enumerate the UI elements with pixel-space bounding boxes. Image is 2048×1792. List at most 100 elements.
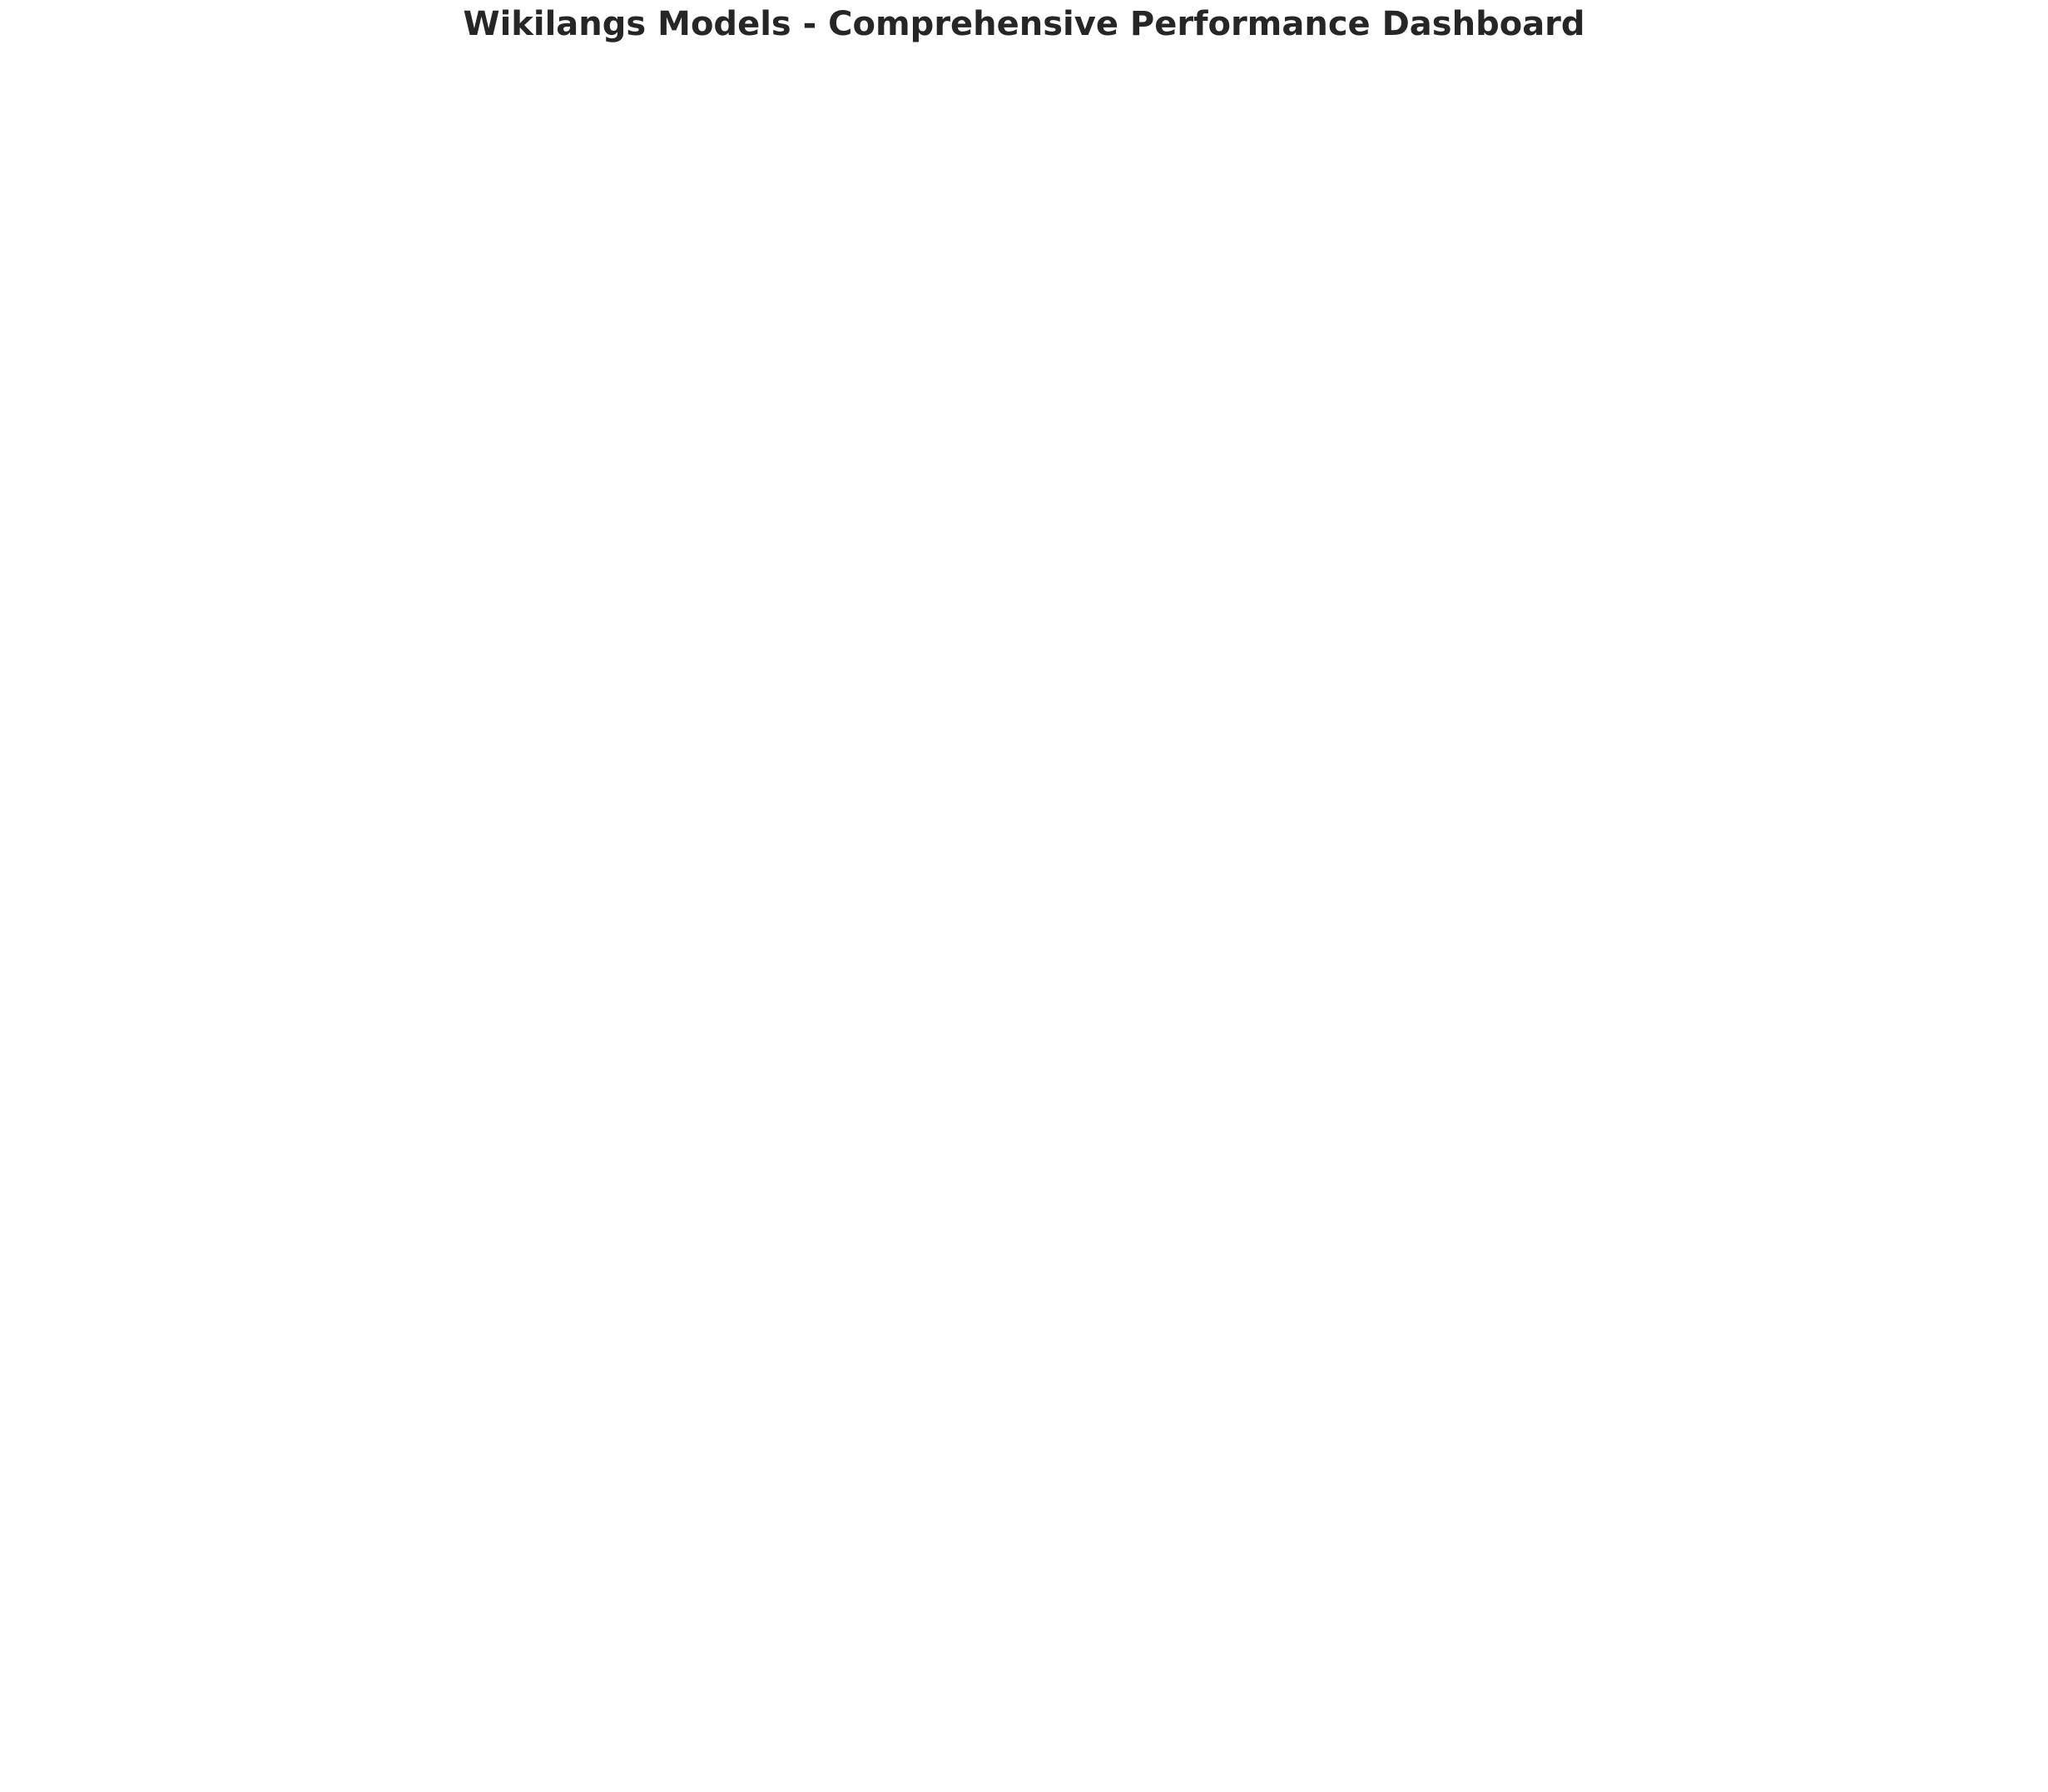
- data-point: [1780, 890, 1789, 899]
- data-point: [1373, 827, 1382, 836]
- data-point: [1924, 911, 1933, 920]
- data-point: [1669, 872, 1678, 881]
- data-point: [1915, 909, 1924, 918]
- data-point: [1677, 874, 1686, 883]
- data-point: [1763, 888, 1773, 897]
- data-point: [1660, 871, 1669, 881]
- data-point: [1887, 906, 1897, 915]
- data-point: [1860, 902, 1869, 911]
- data-point: [1760, 887, 1769, 896]
- data-point: [1475, 837, 1484, 846]
- data-point: [1763, 887, 1772, 896]
- y-tick-label: 0.6: [1446, 290, 1471, 309]
- data-point: [1913, 909, 1922, 918]
- y-tick-label: des: [39, 1222, 67, 1240]
- data-point: [1674, 873, 1683, 882]
- x-tick-label: mono_128d: [1767, 1773, 1860, 1791]
- data-point: [1850, 900, 1859, 909]
- data-point: [1895, 907, 1904, 916]
- data-point: [1870, 904, 1879, 913]
- fit-line: [163, 638, 1931, 919]
- data-point: [1678, 874, 1687, 883]
- data-point: [1824, 896, 1833, 905]
- square-marker: [1661, 344, 1674, 356]
- y-tick-label: 6.5: [42, 757, 67, 776]
- data-point: [1713, 880, 1723, 889]
- data-point: [1729, 882, 1738, 891]
- data-point: [1657, 871, 1666, 880]
- data-point: [1723, 881, 1733, 891]
- data-point: [1717, 881, 1726, 890]
- data-point: [1623, 865, 1632, 874]
- x-tick-label: mono_64d: [1644, 1773, 1727, 1791]
- data-point: [1538, 850, 1547, 859]
- data-point: [1900, 907, 1909, 916]
- y-tick-label: 5.5: [42, 856, 67, 875]
- data-point: [1744, 886, 1753, 895]
- data-point: [1822, 896, 1832, 905]
- data-point: [1725, 882, 1734, 891]
- chart-norm: mono_32d mono_64d mono_128dembeddings_enha…: [721, 1417, 1333, 1791]
- data-point: [1768, 888, 1777, 897]
- data-point: [1739, 884, 1748, 893]
- data-point: [1335, 822, 1344, 831]
- bar-mono_64d: [1634, 1458, 1737, 1759]
- data-point: [1557, 853, 1566, 862]
- data-point: [1925, 911, 1934, 920]
- data-point: [1401, 830, 1410, 839]
- data-point: [1747, 886, 1756, 895]
- data-point: [1887, 906, 1897, 915]
- data-point: [1711, 880, 1720, 889]
- data-point: [1750, 886, 1759, 896]
- data-point: [1634, 866, 1643, 876]
- data-point: [1160, 787, 1169, 797]
- data-point: [1441, 832, 1450, 841]
- data-point: [1822, 896, 1831, 905]
- data-point: [1624, 865, 1633, 874]
- data-point: [1687, 876, 1696, 885]
- data-point: [1574, 856, 1583, 865]
- axes-frame: [75, 1443, 617, 1760]
- data-point: [1789, 891, 1798, 901]
- data-point: [1627, 866, 1636, 875]
- data-point: [1844, 899, 1853, 908]
- square-marker: [1661, 337, 1674, 350]
- data-point: [1743, 885, 1753, 894]
- bar-32k: [358, 241, 462, 518]
- chart-coverage: Top 100 Top 1K Top 5K Top 10K 0 20 40 60 80 100 Vo…: [1406, 1006, 2020, 1370]
- data-point: [1583, 857, 1592, 866]
- data-point: [1432, 831, 1441, 841]
- data-point: [1907, 908, 1916, 917]
- data-point: [1754, 886, 1763, 896]
- data-point: [1815, 894, 1824, 903]
- data-point: [1823, 896, 1832, 905]
- data-point: [1795, 892, 1804, 901]
- data-point: [1326, 821, 1336, 830]
- data-point: [1882, 906, 1892, 915]
- data-point: [1482, 839, 1491, 848]
- data-point: [1874, 905, 1883, 914]
- data-point: [1687, 876, 1696, 885]
- data-point: [1907, 908, 1917, 917]
- data-point: [1852, 901, 1862, 910]
- data-point: [1726, 882, 1735, 891]
- y-tick-label: 0.50: [735, 412, 770, 430]
- data-point: [1800, 892, 1809, 901]
- data-point: [1589, 859, 1599, 868]
- data-point: [1377, 828, 1386, 837]
- data-point: [1804, 893, 1813, 902]
- data-point: [1673, 873, 1682, 882]
- data-point: [1763, 888, 1772, 897]
- data-point: [1789, 891, 1798, 901]
- data-point: [1366, 827, 1376, 836]
- data-point: [1581, 857, 1590, 866]
- data-point: [1906, 908, 1915, 917]
- y-tick-label: 3.5: [745, 1473, 770, 1492]
- data-point: [1904, 908, 1913, 917]
- data-point: [1560, 853, 1569, 862]
- data-point: [913, 745, 922, 754]
- data-point: [1810, 894, 1819, 903]
- data-point: [1826, 896, 1835, 905]
- data-point: [1894, 906, 1903, 916]
- data-point: [1888, 906, 1897, 916]
